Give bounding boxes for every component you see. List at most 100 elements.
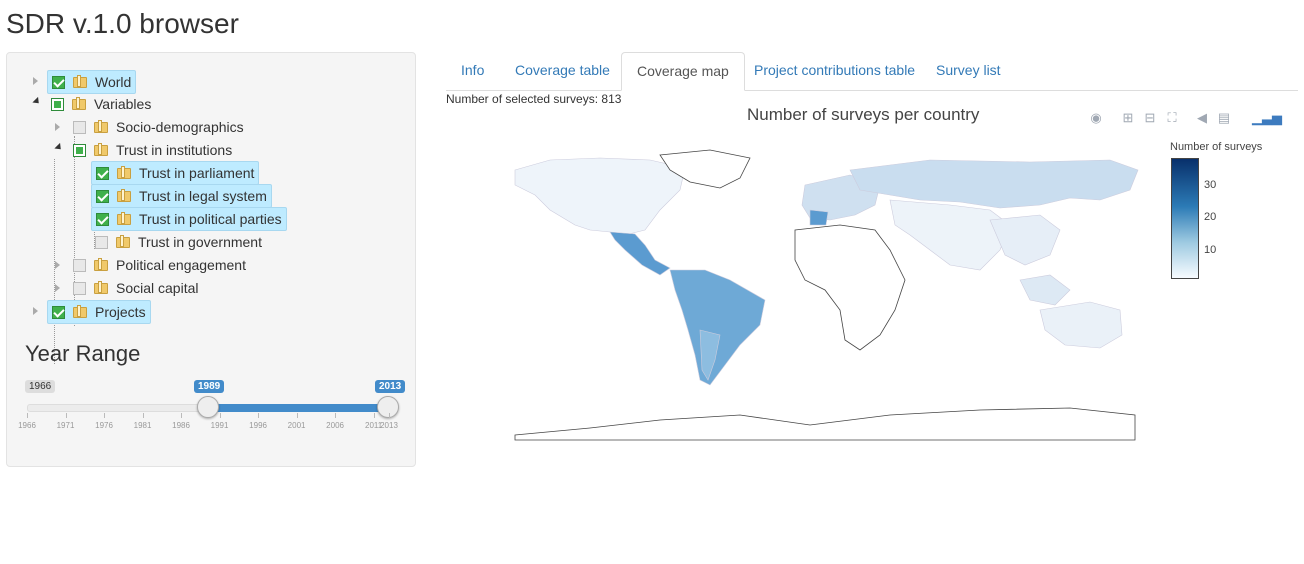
tree-node-socio-demographics[interactable]: Socio-demographics <box>69 116 244 138</box>
country-shape-russia <box>849 159 1139 209</box>
slider-to-handle[interactable] <box>377 396 399 418</box>
slider-tick-mark <box>142 413 144 418</box>
tab-coverage-map[interactable]: Coverage map <box>621 52 745 91</box>
expand-arrow-icon[interactable] <box>55 123 60 131</box>
colorbar-tick: 30 <box>1204 179 1217 191</box>
country-shape-southeast-asia <box>1019 274 1071 306</box>
tab-info[interactable]: Info <box>461 62 485 78</box>
tab-bar: Info Coverage table Coverage map Project… <box>446 52 1298 91</box>
zoom-in-icon[interactable]: ⊞ <box>1122 110 1134 125</box>
checkbox-icon[interactable] <box>95 235 108 249</box>
country-shape-spain <box>809 209 829 226</box>
slider-tick-label: 1966 <box>18 421 36 430</box>
tab-coverage-table[interactable]: Coverage table <box>515 62 610 78</box>
checkbox-icon[interactable] <box>52 75 65 89</box>
tree-node-world[interactable]: World <box>47 70 137 94</box>
tree-node-label: Trust in legal system <box>139 188 267 204</box>
tree-node-trust-legal[interactable]: Trust in legal system <box>91 184 272 208</box>
colorbar-tick: 20 <box>1204 211 1217 223</box>
tree-node-trust-parties[interactable]: Trust in political parties <box>91 207 287 231</box>
checkbox-icon[interactable] <box>73 143 86 157</box>
folder-icon <box>94 120 108 134</box>
checkbox-icon[interactable] <box>51 97 64 111</box>
slider-tick-mark <box>373 413 375 418</box>
world-choropleth-map[interactable] <box>510 130 1140 446</box>
expand-arrow-icon[interactable] <box>55 261 60 269</box>
plot-toolbar: ◉ ⊞ ⊟ ⛶ ◀ ▤ ▁▃▅ <box>1088 110 1282 126</box>
slider-tick-label: 1986 <box>172 421 190 430</box>
tree-node-political-engagement[interactable]: Political engagement <box>69 254 246 276</box>
country-shape-north-america <box>514 157 686 236</box>
tree-node-label: Variables <box>94 96 152 112</box>
tree-node-label: Trust in parliament <box>139 165 255 181</box>
checkbox-icon[interactable] <box>73 258 86 272</box>
country-shape-mexico <box>609 231 671 276</box>
slider-tick-label: 2006 <box>326 421 344 430</box>
checkbox-icon[interactable] <box>96 189 109 203</box>
slider-tick-mark <box>219 413 221 418</box>
checkbox-icon[interactable] <box>96 166 109 180</box>
slider-selected-range[interactable] <box>209 404 389 412</box>
folder-icon <box>72 97 86 111</box>
slider-tick-label: 1981 <box>133 421 152 430</box>
colorbar-title: Number of surveys <box>1170 141 1263 153</box>
folder-icon <box>94 281 108 295</box>
sidebar-panel: World Variables Socio-demographics Trust… <box>6 52 416 467</box>
plotly-logo-icon[interactable]: ▁▃▅ <box>1252 110 1282 125</box>
tree-node-variables[interactable]: Variables <box>47 93 151 115</box>
expand-arrow-icon[interactable] <box>33 77 38 85</box>
slider-tick-label: 1991 <box>210 421 229 430</box>
slider-tick-mark <box>258 413 260 418</box>
slider-tick-mark <box>296 413 298 418</box>
slider-tick-label: 2011 <box>364 421 383 430</box>
checkbox-icon[interactable] <box>52 305 65 319</box>
expand-arrow-icon[interactable] <box>55 284 60 292</box>
tree-node-trust-institutions[interactable]: Trust in institutions <box>69 139 232 161</box>
checkbox-icon[interactable] <box>73 120 86 134</box>
collapse-arrow-icon[interactable] <box>32 96 42 107</box>
tab-survey-list[interactable]: Survey list <box>936 62 1001 78</box>
folder-icon <box>117 166 131 180</box>
tree-node-trust-government[interactable]: Trust in government <box>91 231 262 253</box>
year-range-title: Year Range <box>25 341 141 366</box>
country-shape-asia <box>889 199 1011 271</box>
tree-node-label: Projects <box>95 304 146 320</box>
slider-tick-label: 1976 <box>95 421 113 430</box>
slider-from-label: 1989 <box>194 380 225 393</box>
reset-axes-icon[interactable]: ⛶ <box>1167 110 1177 125</box>
selected-surveys-count: Number of selected surveys: 813 <box>446 92 622 106</box>
collapse-arrow-icon[interactable] <box>54 142 64 153</box>
folder-icon <box>117 212 131 226</box>
slider-tick-mark <box>181 413 183 418</box>
slider-tick-label: 2001 <box>287 421 306 430</box>
colorbar-tick: 10 <box>1204 244 1217 256</box>
country-shape-antarctica <box>514 407 1136 441</box>
toggle-hover-icon[interactable]: ▤ <box>1217 110 1231 125</box>
folder-icon <box>73 305 87 319</box>
country-shape-argentina <box>699 329 721 381</box>
tree-guide-line <box>74 136 75 326</box>
tree-node-trust-parliament[interactable]: Trust in parliament <box>91 161 260 185</box>
variable-tree: World Variables Socio-demographics Trust… <box>7 53 415 364</box>
checkbox-icon[interactable] <box>73 281 86 295</box>
tree-node-projects[interactable]: Projects <box>47 300 151 324</box>
country-shape-china <box>989 214 1061 266</box>
tab-project-contributions[interactable]: Project contributions table <box>754 62 916 78</box>
camera-icon[interactable]: ◉ <box>1090 110 1102 125</box>
year-range-slider[interactable]: 1966 1989 2013 1966 1971 1976 1981 1986 1991 1… <box>18 373 406 463</box>
checkbox-icon[interactable] <box>96 212 109 226</box>
expand-arrow-icon[interactable] <box>33 307 38 315</box>
country-shape-africa <box>794 224 906 351</box>
tree-node-label: Trust in political parties <box>139 211 282 227</box>
tree-guide-line <box>54 159 55 364</box>
slider-tick-label: 1971 <box>56 421 75 430</box>
tree-node-social-capital[interactable]: Social capital <box>69 277 199 299</box>
slider-tick-mark <box>104 413 106 418</box>
zoom-out-icon[interactable]: ⊟ <box>1144 110 1156 125</box>
map-title: Number of surveys per country <box>747 105 980 124</box>
hover-label-icon[interactable]: ◀ <box>1197 110 1207 125</box>
folder-icon <box>94 258 108 272</box>
slider-from-handle[interactable] <box>197 396 219 418</box>
slider-tick-mark <box>389 413 390 418</box>
slider-tick-mark <box>65 413 67 418</box>
